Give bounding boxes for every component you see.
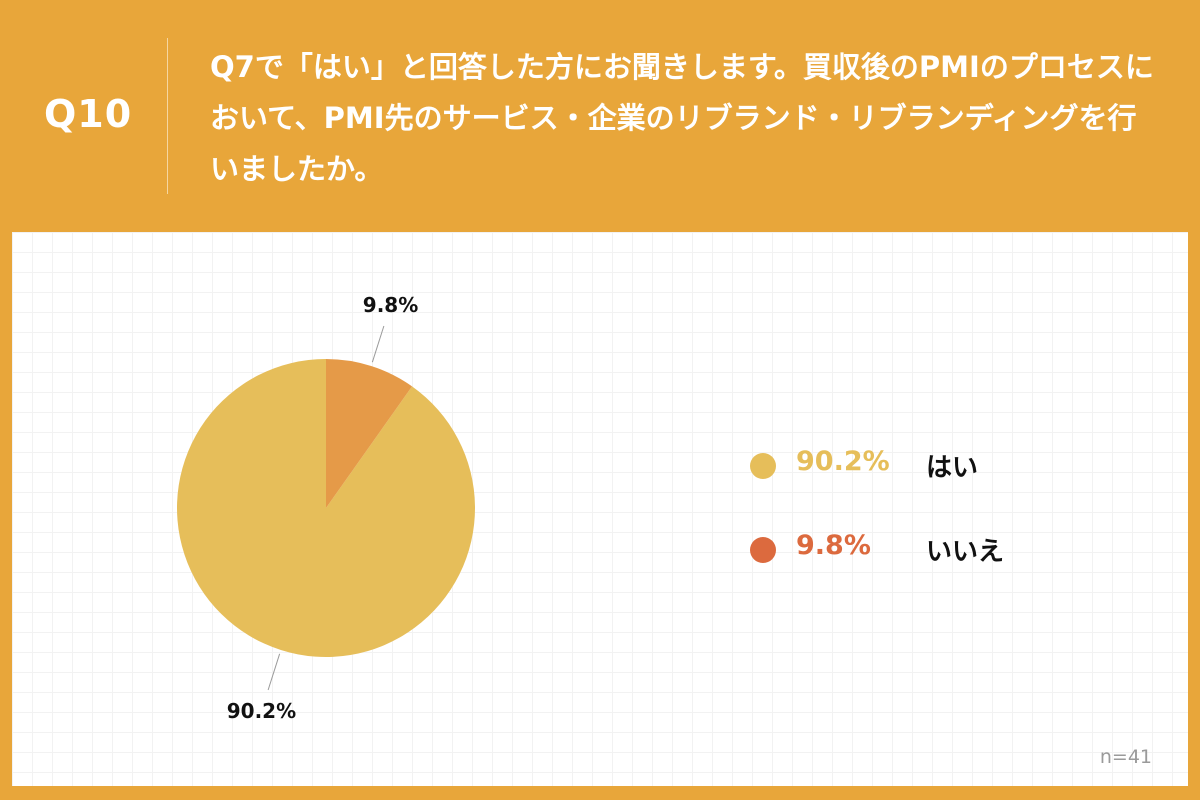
legend-label-yes: はい: [926, 453, 979, 483]
data-label-no: 9.8%: [363, 293, 418, 317]
legend-percent-no: 9.8%: [796, 530, 871, 561]
legend-dot-no: [750, 537, 776, 563]
pie-slice-no: [326, 359, 413, 508]
leader-line-no: [371, 325, 385, 363]
leader-line-yes: [267, 653, 281, 691]
legend-percent-yes: 90.2%: [796, 446, 890, 477]
header-divider: [167, 38, 168, 194]
question-text: Q7で「はい」と回答した方にお聞きします。買収後のPMIのプロセスにおいて、PM…: [210, 50, 1154, 186]
sample-size-note: n=41: [1099, 746, 1152, 768]
chart-panel: 90.2% 9.8% 90.2% はい 9.8% いいえ n=41: [12, 232, 1188, 786]
legend-dot-yes: [750, 453, 776, 479]
question-number: Q10: [44, 92, 133, 136]
legend-label-no: いいえ: [926, 537, 1005, 567]
data-label-yes: 90.2%: [227, 699, 296, 723]
pie-slice-yes: [176, 359, 475, 657]
question-header: Q10 Q7で「はい」と回答した方にお聞きします。買収後のPMIのプロセスにおい…: [0, 0, 1200, 232]
pie-chart: 90.2% 9.8%: [176, 293, 475, 723]
